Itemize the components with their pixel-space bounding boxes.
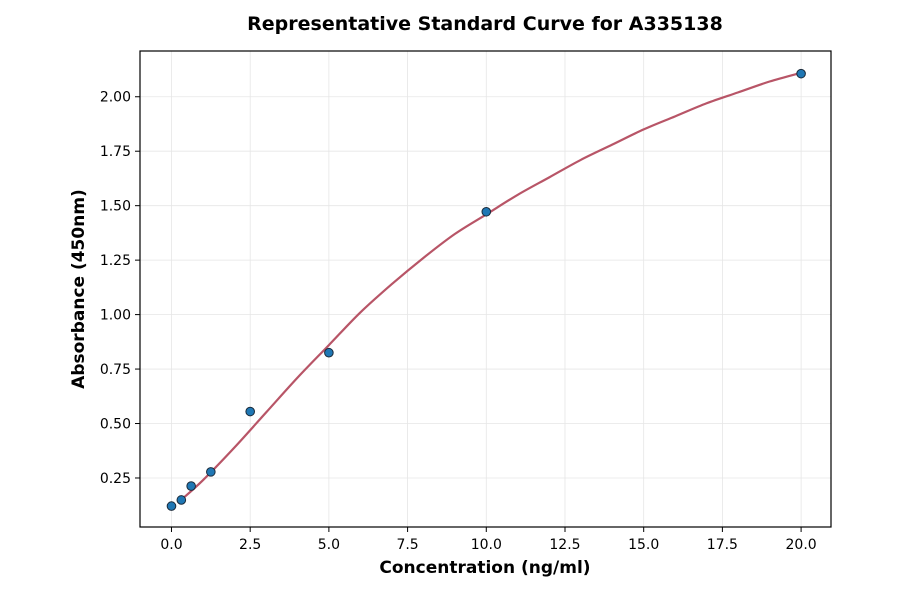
data-point (186, 481, 196, 491)
x-tick-label: 15.0 (628, 537, 659, 553)
y-tick-label: 1.50 (100, 199, 131, 215)
x-tick-label: 2.5 (239, 537, 261, 553)
y-axis-label: Absorbance (450nm) (69, 189, 89, 389)
x-tick-label: 10.0 (471, 537, 502, 553)
data-point (481, 206, 492, 217)
data-point (324, 347, 334, 358)
y-tick-label: 0.50 (100, 417, 131, 433)
data-point (176, 495, 187, 505)
data-point (796, 68, 806, 79)
x-tick-label: 12.5 (549, 537, 580, 553)
y-tick-label: 1.25 (100, 253, 131, 269)
y-tick-label: 2.00 (100, 90, 131, 106)
data-point (166, 501, 177, 511)
x-tick-label: 7.5 (396, 537, 418, 553)
grid (140, 51, 831, 527)
chart-title: Representative Standard Curve for A33513… (247, 13, 723, 35)
data-point (206, 467, 216, 477)
fit-curve (180, 71, 802, 501)
data-points (166, 68, 806, 511)
x-tick-label: 17.5 (707, 537, 738, 553)
x-tick-label: 0.0 (160, 537, 182, 553)
y-tick-label: 1.75 (100, 144, 131, 160)
plot-frame (139, 50, 832, 528)
y-tick-label: 0.25 (100, 471, 131, 487)
ticks: 0.0 2.5 5.0 7.5 10.0 12.5 15.0 17.5 20.0 0.25 0.50… (100, 90, 817, 553)
x-tick-label: 20.0 (786, 537, 817, 553)
y-tick-label: 0.75 (100, 362, 131, 378)
x-tick-label: 5.0 (318, 537, 340, 553)
x-axis-label: Concentration (ng/ml) (379, 558, 590, 578)
y-tick-label: 1.00 (100, 308, 131, 324)
data-point (245, 406, 255, 417)
